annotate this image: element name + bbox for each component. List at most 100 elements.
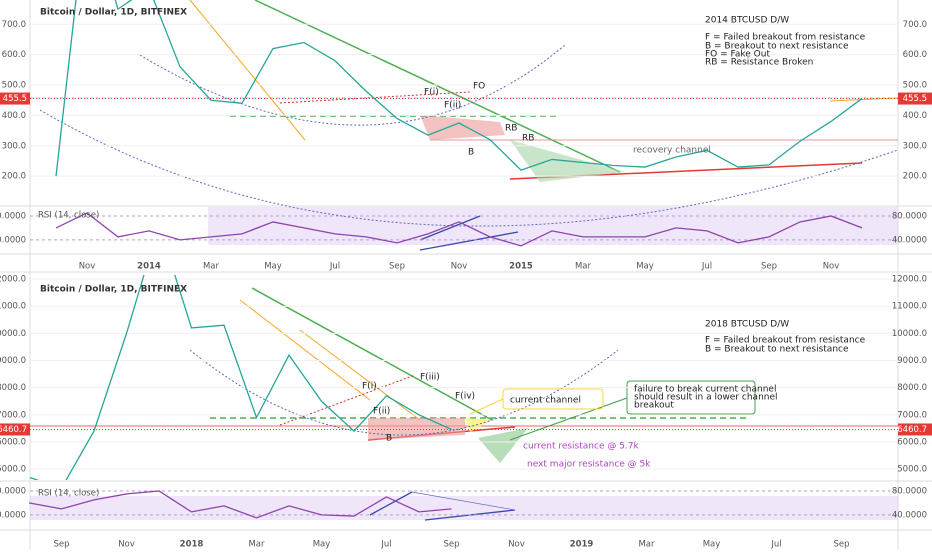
y-tick-label: 700.0 [903, 20, 927, 30]
annotation: B [468, 148, 474, 158]
y-tick-label: 500.0 [2, 81, 26, 91]
x-tick-label: May [703, 540, 721, 550]
y-tick-label: 6000.0 [0, 437, 26, 447]
annotation: breakout [634, 401, 674, 411]
x-tick-label: Jul [770, 540, 781, 550]
annotation: B = Breakout to next resistance [705, 42, 849, 52]
y-tick-label: 400.0 [2, 111, 26, 121]
x-tick-label: Mar [248, 540, 265, 550]
x-tick-label: 2018 [180, 540, 204, 550]
annotation: F = Failed breakout from resistance [705, 33, 866, 43]
rsi-title: RSI (14, close) [38, 211, 99, 221]
y-tick-label: 8000.0 [897, 383, 927, 393]
annotation: RB [505, 124, 517, 134]
y-tick-label: 10000.0 [0, 329, 26, 339]
annotation: FO [473, 82, 485, 92]
x-tick-label: Mar [575, 262, 592, 272]
x-tick-label: Nov [508, 540, 525, 550]
x-tick-label: Jul [329, 262, 340, 272]
annotation: 2014 BTCUSD D/W [705, 16, 789, 26]
annotation: 2018 BTCUSD D/W [705, 320, 789, 330]
rsi-tick-label: 80.0000 [892, 211, 927, 221]
annotation: F(i) [362, 382, 377, 392]
x-tick-label: Nov [823, 262, 840, 272]
y-tick-label: 5000.0 [897, 465, 927, 475]
rsi-tick-label: 80.0000 [892, 486, 927, 496]
last-price-label: 6460.7 [0, 425, 27, 435]
annotation: next major resistance @ 5k [527, 460, 651, 470]
annotation: F = Failed breakout from resistance [705, 336, 866, 346]
x-tick-label: 2014 [137, 262, 161, 272]
rsi-tick-label: 40.0000 [892, 235, 927, 245]
x-tick-label: Sep [443, 540, 459, 550]
x-tick-label: May [313, 540, 331, 550]
last-price-label: 455.5 [3, 94, 27, 104]
annotation: RB [522, 134, 534, 144]
x-tick-label: Sep [389, 262, 405, 272]
annotation: FO = Fake Out [705, 50, 770, 60]
annotation: F(ii) [373, 407, 390, 417]
last-price-label: 455.5 [903, 94, 927, 104]
rsi-tick-label: 80.0000 [0, 486, 26, 496]
price-line [30, 275, 452, 480]
x-tick-label: Sep [833, 540, 849, 550]
x-tick-label: Nov [79, 262, 96, 272]
chart-title: Bitcoin / Dollar, 1D, BITFINEX [40, 8, 187, 18]
last-price-label: 6460.7 [897, 425, 927, 435]
annotation: failure to break current channel [634, 385, 776, 395]
x-tick-label: May [264, 262, 282, 272]
rsi-tick-label: 40.0000 [892, 510, 927, 520]
rsi-title: RSI (14, close) [38, 489, 99, 499]
last-price-box [898, 92, 932, 105]
y-tick-label: 12000.0 [0, 275, 26, 285]
annotation: B = Breakout to next resistance [705, 345, 849, 355]
last-price-box [0, 423, 30, 436]
chart-title: Bitcoin / Dollar, 1D, BITFINEX [40, 285, 187, 295]
y-tick-label: 11000.0 [892, 302, 927, 312]
y-tick-label: 400.0 [903, 111, 927, 121]
y-tick-label: 7000.0 [897, 410, 927, 420]
annotation: current resistance @ 5.7k [523, 442, 640, 452]
x-tick-label: May [636, 262, 654, 272]
y-tick-label: 600.0 [903, 50, 927, 60]
y-tick-label: 5000.0 [0, 465, 26, 475]
x-tick-label: Jul [701, 262, 712, 272]
x-tick-label: Mar [638, 540, 655, 550]
last-price-box [898, 423, 932, 436]
rsi-line [28, 490, 452, 519]
rsi-tick-label: 40.0000 [0, 235, 26, 245]
x-tick-label: 2019 [570, 540, 594, 550]
annotation: B [386, 434, 392, 444]
y-tick-label: 7000.0 [0, 410, 26, 420]
rsi-line [55, 212, 863, 247]
x-tick-label: 2015 [509, 262, 533, 272]
y-tick-label: 300.0 [903, 141, 927, 151]
x-tick-label: Jul [380, 540, 391, 550]
x-tick-label: Nov [451, 262, 468, 272]
annotation: should result in a lower channel [634, 393, 778, 403]
y-tick-label: 9000.0 [897, 356, 927, 366]
y-tick-label: 9000.0 [0, 356, 26, 366]
x-tick-label: Sep [761, 262, 777, 272]
annotation: F(iii) [420, 373, 440, 383]
x-tick-label: Nov [118, 540, 135, 550]
annotation: F(ii) [444, 101, 461, 111]
price-line [55, 0, 863, 177]
y-tick-label: 300.0 [2, 141, 26, 151]
annotation: recovery channel [633, 146, 711, 156]
y-tick-label: 12000.0 [892, 275, 927, 285]
x-tick-label: Mar [203, 262, 220, 272]
y-tick-label: 6000.0 [897, 437, 927, 447]
rsi-tick-label: 40.0000 [0, 510, 26, 520]
y-tick-label: 500.0 [903, 81, 927, 91]
y-tick-label: 10000.0 [892, 329, 927, 339]
annotation: current channel [510, 396, 581, 406]
last-price-box [0, 92, 30, 105]
y-tick-label: 8000.0 [0, 383, 26, 393]
y-tick-label: 600.0 [2, 50, 26, 60]
rsi-tick-label: 80.0000 [0, 211, 26, 221]
annotation: F(i) [424, 88, 439, 98]
